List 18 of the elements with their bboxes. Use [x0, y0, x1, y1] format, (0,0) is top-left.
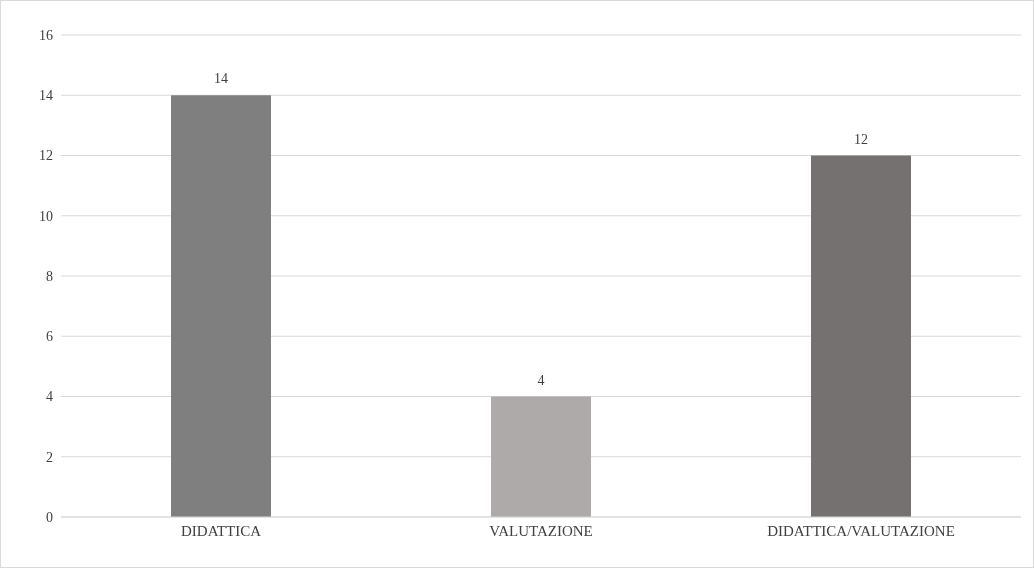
y-tick-label: 12	[39, 148, 53, 164]
y-tick-label: 4	[46, 389, 53, 405]
x-tick-label: DIDATTICA/VALUTAZIONE	[767, 522, 955, 539]
y-tick-label: 10	[39, 208, 53, 224]
x-tick-label: DIDATTICA	[181, 522, 262, 539]
bar	[811, 155, 911, 517]
y-tick-label: 6	[46, 329, 53, 345]
x-tick-label: VALUTAZIONE	[489, 522, 593, 539]
data-label: 14	[214, 71, 228, 87]
data-label: 12	[854, 131, 868, 147]
data-label: 4	[537, 372, 545, 388]
y-tick-label: 14	[39, 88, 53, 104]
y-tick-label: 16	[39, 27, 53, 43]
y-tick-label: 2	[46, 449, 53, 465]
y-tick-label: 8	[46, 268, 53, 284]
bar	[491, 396, 591, 517]
bar	[171, 95, 271, 517]
y-tick-label: 0	[46, 509, 53, 525]
